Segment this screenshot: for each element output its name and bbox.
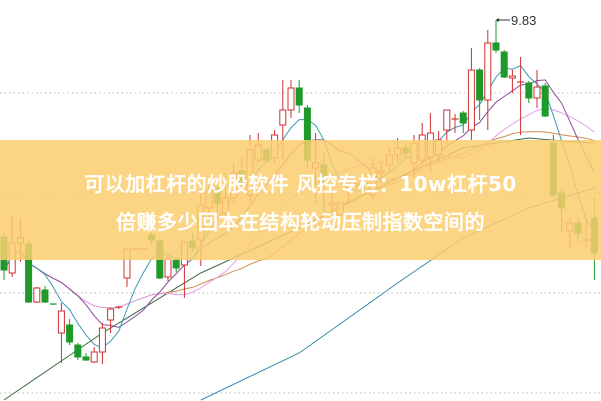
candle-body xyxy=(82,356,90,361)
candle-body xyxy=(476,69,484,101)
candle-body xyxy=(508,75,516,79)
candle-body xyxy=(459,112,467,124)
candle-body xyxy=(172,259,180,269)
candle-body xyxy=(41,289,49,303)
candle-body xyxy=(541,85,549,117)
candle-body xyxy=(57,310,65,334)
candle-body xyxy=(492,42,500,51)
title-banner xyxy=(0,140,601,260)
candle-body xyxy=(279,109,287,126)
candle-body xyxy=(295,87,303,106)
candle-body xyxy=(443,109,451,131)
candle-body xyxy=(33,287,41,303)
candle-body xyxy=(98,327,106,353)
candle-body xyxy=(525,82,533,99)
candle-body xyxy=(74,344,82,358)
candle-body xyxy=(164,258,172,278)
max-marker-dot xyxy=(496,18,500,22)
banner-title-line-2: 倍赚多少回本在结构轮动压制指数空间的 xyxy=(116,210,485,234)
max-price-label: 9.83 xyxy=(511,13,536,28)
candle-body xyxy=(500,51,508,78)
candle-body xyxy=(484,42,492,101)
candle-body xyxy=(107,308,115,321)
candle-body xyxy=(533,86,541,99)
banner-title-line-1: 可以加杠杆的炒股软件 风控专栏：10w杠杆50 xyxy=(84,172,517,196)
candle-body xyxy=(90,351,98,363)
candle-body xyxy=(287,87,295,111)
candle-body xyxy=(467,69,475,131)
candle-body xyxy=(66,324,74,343)
